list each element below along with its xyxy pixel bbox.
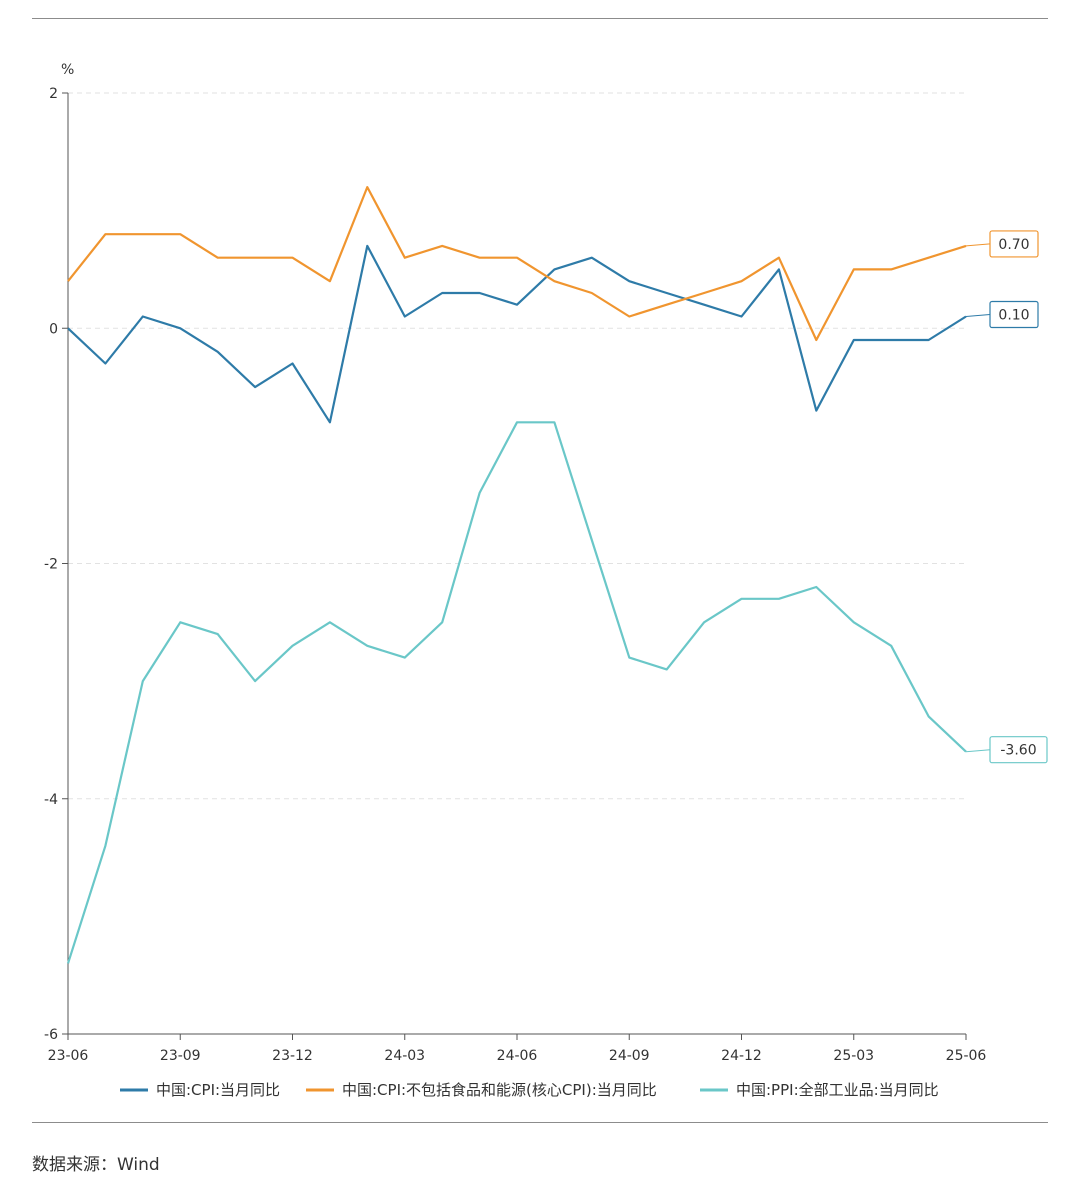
end-label-leader: [965, 243, 991, 247]
data-source-note: 数据来源：Wind: [32, 1155, 160, 1175]
x-tick-label: 24-09: [609, 1048, 650, 1064]
series-line: [67, 186, 967, 342]
legend-entry: 中国:PPI:全部工业品:当月同比: [736, 1081, 939, 1099]
legend-entry: 中国:CPI:当月同比: [156, 1081, 280, 1099]
line-chart: -6 -4 -2 0 2% 23-06 23-09 23-12 24-03 24-06 24-09 2…: [44, 62, 1048, 1099]
end-label-box: [989, 300, 1039, 329]
axis-layer: -6 -4 -2 0 2% 23-06 23-09 23-12 24-03 24-06 24-09 2…: [44, 62, 986, 1064]
grid-layer: [68, 92, 966, 800]
y-axis-label: %: [61, 62, 74, 78]
end-label-layer: 0.10 0.70 -3.60: [965, 230, 1048, 764]
x-tick-label: 24-12: [721, 1048, 762, 1064]
top-rule: [32, 18, 1048, 19]
y-tick-label: -4: [44, 792, 58, 808]
end-label: 0.10: [998, 307, 1029, 323]
end-label: -3.60: [1000, 743, 1036, 759]
y-tick-label: -2: [44, 557, 58, 573]
end-label-leader: [965, 749, 991, 753]
series-line: [66, 421, 967, 964]
bottom-rule: [32, 1122, 1048, 1123]
x-tick-label: 23-12: [272, 1048, 313, 1064]
x-tick-label: 24-03: [384, 1048, 425, 1064]
x-tick-label: 25-06: [946, 1048, 987, 1064]
legend: 中国:CPI:当月同比 中国:CPI:不包括食品和能源(核心CPI):当月同比 中国…: [120, 1081, 939, 1099]
y-tick-label: 0: [49, 321, 58, 337]
y-tick-label: 2: [49, 86, 58, 102]
x-tick-label: 25-03: [833, 1048, 874, 1064]
y-tick-label: -6: [44, 1027, 58, 1043]
series-line: [67, 244, 967, 424]
end-label-box: [989, 230, 1039, 258]
end-label-box: [989, 736, 1048, 764]
x-tick-label: 23-09: [160, 1048, 201, 1064]
x-tick-label: 24-06: [497, 1048, 538, 1064]
x-tick-label: 23-06: [48, 1048, 89, 1064]
legend-entry: 中国:CPI:不包括食品和能源(核心CPI):当月同比: [342, 1081, 657, 1099]
end-label: 0.70: [998, 237, 1029, 253]
series-layer: [66, 186, 967, 964]
end-label-leader: [965, 313, 991, 317]
